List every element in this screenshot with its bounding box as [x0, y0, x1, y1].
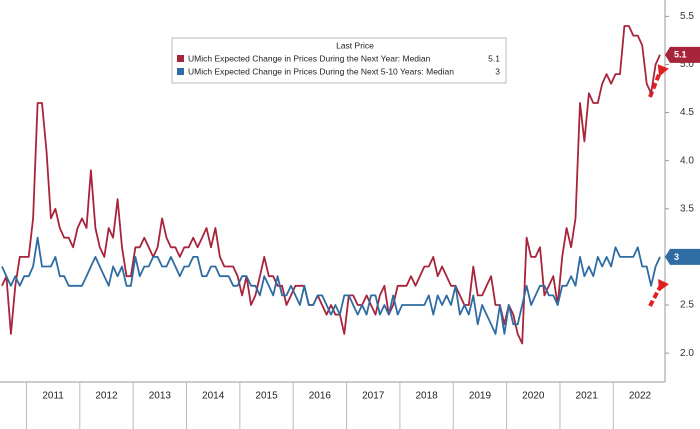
legend-label: UMich Expected Change in Prices During t… — [188, 53, 431, 63]
x-tick-label: 2011 — [42, 391, 64, 402]
y-tick-label: 4.5 — [680, 107, 694, 118]
legend: Last Price UMich Expected Change in Pric… — [171, 37, 507, 84]
line-series — [1, 236, 661, 335]
legend-label: UMich Expected Change in Prices During t… — [188, 66, 454, 76]
arrow-head — [658, 279, 669, 292]
legend-box — [171, 37, 507, 84]
legend-swatch — [177, 68, 184, 75]
x-tick-label: 2019 — [469, 391, 492, 402]
x-tick-label: 2018 — [415, 391, 438, 402]
legend-value: 3 — [495, 66, 500, 76]
x-tick-label: 2013 — [149, 391, 172, 402]
legend-swatch — [177, 55, 184, 62]
y-tick-label: 2.0 — [680, 348, 694, 359]
y-tick-label: 3.5 — [680, 203, 694, 214]
x-tick-label: 2016 — [309, 391, 332, 402]
x-tick-label: 2021 — [576, 391, 599, 402]
x-tick-label: 2014 — [202, 391, 225, 402]
arrow-head — [657, 64, 669, 77]
line-series — [1, 25, 661, 345]
last-value-tag — [665, 46, 700, 63]
legend-title: Last Price — [336, 40, 374, 50]
last-value-tag — [665, 248, 700, 265]
x-tick-label: 2022 — [629, 391, 652, 402]
legend-value: 5.1 — [488, 53, 500, 63]
last-value-label: 3 — [674, 252, 679, 262]
last-value-label: 5.1 — [674, 50, 687, 60]
arrow-annotation — [648, 286, 662, 307]
x-tick-label: 2012 — [95, 391, 118, 402]
y-tick-label: 5.5 — [680, 11, 694, 22]
x-tick-label: 2020 — [522, 391, 545, 402]
y-tick-label: 2.5 — [680, 300, 694, 311]
y-tick-label: 4.0 — [680, 155, 694, 166]
y-tick-label: 5.0 — [680, 59, 694, 70]
x-tick-label: 2015 — [255, 391, 278, 402]
x-tick-label: 2017 — [362, 391, 385, 402]
